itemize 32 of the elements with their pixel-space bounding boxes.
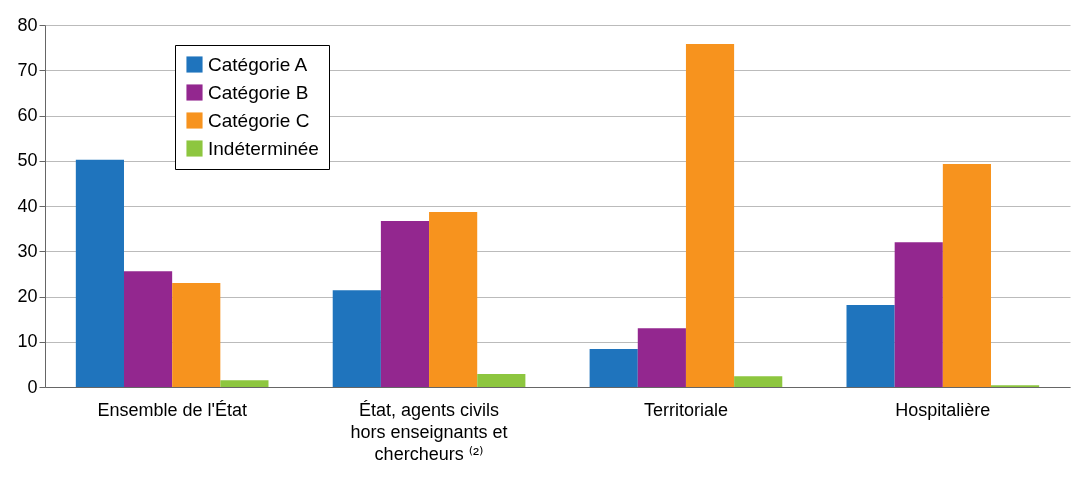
bar (846, 305, 895, 387)
y-tick-label: 20 (17, 286, 38, 306)
y-tick-label: 50 (17, 150, 38, 171)
bar (380, 220, 430, 387)
bar (942, 163, 992, 387)
legend-label: Catégorie A (208, 53, 308, 75)
legend-label: Catégorie C (208, 109, 310, 131)
x-tick-label: Hospitalière (895, 399, 991, 420)
bar (172, 282, 221, 387)
bar (75, 159, 124, 387)
y-tick-label: 70 (17, 59, 38, 80)
x-tick-label: Ensemble de l'État (97, 399, 247, 420)
bar (734, 376, 783, 387)
y-tick-label: 10 (17, 331, 38, 352)
legend-label: Catégorie B (208, 81, 309, 103)
bar (220, 380, 269, 387)
bar (637, 328, 686, 387)
bar (685, 44, 735, 387)
legend-label: Indéterminée (208, 137, 319, 159)
bar (477, 373, 526, 387)
bar (894, 242, 943, 387)
y-tick-label: 60 (17, 105, 38, 125)
x-tick-label: État, agents civils hors enseignants et chercheurs ⁽²⁾ (350, 399, 508, 464)
y-tick-label: 40 (17, 195, 38, 216)
bar (589, 348, 638, 387)
y-tick-label: 30 (17, 240, 38, 261)
bar (123, 271, 173, 387)
x-tick-label: Territoriale (643, 399, 728, 420)
y-tick-label: 80 (17, 14, 38, 35)
bar (429, 211, 478, 387)
y-tick-label: 0 (27, 376, 38, 397)
bar (332, 290, 381, 387)
